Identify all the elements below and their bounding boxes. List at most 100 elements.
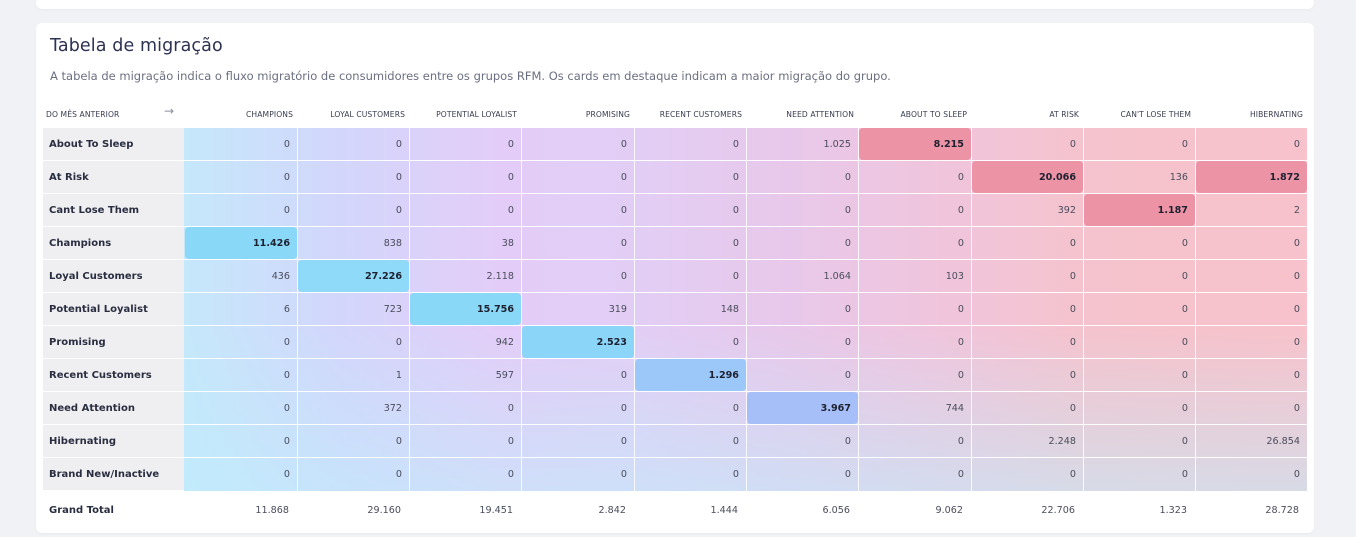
- table-cell[interactable]: 0: [957, 303, 964, 315]
- table-cell[interactable]: 0: [1069, 138, 1076, 150]
- table-cell[interactable]: 1.025: [823, 138, 851, 150]
- highlight-cell[interactable]: 1.296: [635, 359, 746, 391]
- table-cell[interactable]: 0: [957, 336, 964, 348]
- table-cell[interactable]: 0: [620, 237, 627, 249]
- table-cell[interactable]: 26.854: [1266, 435, 1300, 447]
- table-cell[interactable]: 0: [732, 468, 739, 480]
- highlight-cell[interactable]: 1.187: [1084, 194, 1195, 226]
- table-cell[interactable]: 0: [957, 237, 964, 249]
- table-cell[interactable]: 0: [1181, 303, 1188, 315]
- table-cell[interactable]: 0: [1069, 468, 1076, 480]
- table-cell[interactable]: 38: [501, 237, 514, 249]
- table-cell[interactable]: 0: [1069, 303, 1076, 315]
- table-cell[interactable]: 148: [720, 303, 739, 315]
- table-cell[interactable]: 942: [495, 336, 514, 348]
- table-cell[interactable]: 2.248: [1048, 435, 1076, 447]
- table-cell[interactable]: 0: [395, 204, 402, 216]
- table-cell[interactable]: 0: [507, 171, 514, 183]
- table-cell[interactable]: 0: [395, 171, 402, 183]
- table-cell[interactable]: 0: [1069, 369, 1076, 381]
- table-cell[interactable]: 0: [1293, 369, 1300, 381]
- table-cell[interactable]: 1.064: [823, 270, 851, 282]
- table-cell[interactable]: 0: [620, 204, 627, 216]
- table-cell[interactable]: 2: [1293, 204, 1300, 216]
- table-cell[interactable]: 0: [844, 237, 851, 249]
- table-cell[interactable]: 0: [507, 402, 514, 414]
- table-cell[interactable]: 0: [283, 171, 290, 183]
- table-cell[interactable]: 0: [1293, 336, 1300, 348]
- table-cell[interactable]: 723: [383, 303, 402, 315]
- table-cell[interactable]: 0: [507, 435, 514, 447]
- table-cell[interactable]: 103: [945, 270, 964, 282]
- table-cell[interactable]: 436: [271, 270, 290, 282]
- table-cell[interactable]: 0: [1181, 270, 1188, 282]
- table-cell[interactable]: 0: [507, 468, 514, 480]
- table-cell[interactable]: 0: [732, 270, 739, 282]
- table-cell[interactable]: 0: [507, 204, 514, 216]
- table-cell[interactable]: 0: [283, 204, 290, 216]
- table-cell[interactable]: 0: [1181, 402, 1188, 414]
- table-cell[interactable]: 0: [732, 171, 739, 183]
- table-cell[interactable]: 0: [732, 402, 739, 414]
- table-cell[interactable]: 0: [1181, 468, 1188, 480]
- highlight-cell[interactable]: 1.872: [1196, 161, 1307, 193]
- table-cell[interactable]: 0: [844, 204, 851, 216]
- table-cell[interactable]: 0: [1069, 237, 1076, 249]
- table-cell[interactable]: 0: [620, 369, 627, 381]
- table-cell[interactable]: 0: [957, 435, 964, 447]
- table-cell[interactable]: 0: [1293, 237, 1300, 249]
- table-cell[interactable]: 372: [383, 402, 402, 414]
- table-cell[interactable]: 0: [844, 435, 851, 447]
- table-cell[interactable]: 0: [507, 138, 514, 150]
- table-cell[interactable]: 0: [620, 402, 627, 414]
- table-cell[interactable]: 0: [1293, 402, 1300, 414]
- table-cell[interactable]: 0: [283, 336, 290, 348]
- table-cell[interactable]: 0: [732, 237, 739, 249]
- table-cell[interactable]: 0: [1181, 435, 1188, 447]
- table-cell[interactable]: 0: [844, 468, 851, 480]
- highlight-cell[interactable]: 3.967: [747, 392, 858, 424]
- table-cell[interactable]: 0: [283, 435, 290, 447]
- table-cell[interactable]: 0: [1293, 468, 1300, 480]
- table-cell[interactable]: 0: [1181, 138, 1188, 150]
- table-cell[interactable]: 0: [844, 336, 851, 348]
- table-cell[interactable]: 0: [283, 468, 290, 480]
- table-cell[interactable]: 597: [495, 369, 514, 381]
- table-cell[interactable]: 0: [1181, 237, 1188, 249]
- table-cell[interactable]: 0: [1293, 138, 1300, 150]
- table-cell[interactable]: 0: [844, 369, 851, 381]
- table-cell[interactable]: 1: [395, 369, 402, 381]
- table-cell[interactable]: 392: [1057, 204, 1076, 216]
- table-cell[interactable]: 0: [620, 270, 627, 282]
- table-cell[interactable]: 0: [1069, 336, 1076, 348]
- table-cell[interactable]: 0: [620, 468, 627, 480]
- table-cell[interactable]: 0: [957, 468, 964, 480]
- highlight-cell[interactable]: 20.066: [972, 161, 1083, 193]
- table-cell[interactable]: 0: [395, 336, 402, 348]
- table-cell[interactable]: 744: [945, 402, 964, 414]
- table-cell[interactable]: 6: [283, 303, 290, 315]
- table-cell[interactable]: 0: [1069, 402, 1076, 414]
- highlight-cell[interactable]: 8.215: [859, 128, 971, 160]
- table-cell[interactable]: 0: [283, 402, 290, 414]
- table-cell[interactable]: 2.118: [486, 270, 514, 282]
- table-cell[interactable]: 0: [844, 171, 851, 183]
- highlight-cell[interactable]: 11.426: [185, 227, 297, 259]
- table-cell[interactable]: 0: [844, 303, 851, 315]
- table-cell[interactable]: 0: [1293, 303, 1300, 315]
- table-cell[interactable]: 0: [732, 138, 739, 150]
- table-cell[interactable]: 319: [608, 303, 627, 315]
- table-cell[interactable]: 838: [383, 237, 402, 249]
- table-cell[interactable]: 0: [395, 138, 402, 150]
- table-cell[interactable]: 0: [395, 468, 402, 480]
- table-cell[interactable]: 0: [283, 369, 290, 381]
- table-cell[interactable]: 0: [620, 171, 627, 183]
- table-cell[interactable]: 0: [1181, 336, 1188, 348]
- table-cell[interactable]: 0: [732, 204, 739, 216]
- highlight-cell[interactable]: 15.756: [410, 293, 521, 325]
- table-cell[interactable]: 0: [1181, 369, 1188, 381]
- table-cell[interactable]: 0: [283, 138, 290, 150]
- highlight-cell[interactable]: 2.523: [522, 326, 634, 358]
- table-cell[interactable]: 0: [1293, 270, 1300, 282]
- table-cell[interactable]: 0: [732, 435, 739, 447]
